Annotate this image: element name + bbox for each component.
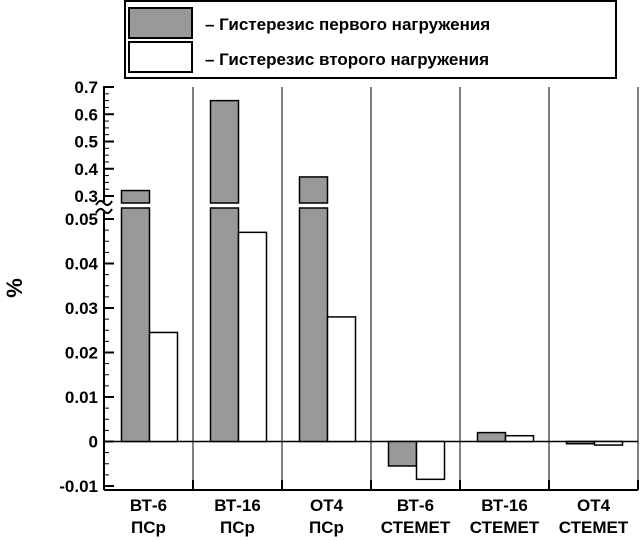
y-tick-label: 0.6 [74,105,98,124]
x-category-label: СТЕМЕТ [470,518,540,537]
x-category-label: ПСр [220,518,255,537]
y-tick-label: 0 [89,433,98,452]
y-tick-label: 0.02 [65,344,98,363]
y-tick-label: 0.7 [74,78,98,97]
x-category-label: ОТ4 [577,496,611,515]
x-category-label: ВТ-16 [481,496,528,515]
legend: – Гистерезис первого нагружения – Гистер… [124,0,617,79]
x-category-label: ВТ-6 [130,496,167,515]
bar-series-1 [120,189,151,204]
plot-area: -0.01 0 0.01 0.02 0.03 0.04 0.05 0.3 0.4 0.5 0.6 0.… [59,78,639,537]
bar-series-1 [209,207,240,443]
bar-series-2 [415,440,446,481]
x-category-label: СТЕМЕТ [559,518,629,537]
bar-series-1 [209,99,240,204]
bar-series-2 [148,331,179,443]
y-tick-label: 0.03 [65,299,98,318]
y-tick-label: 0.01 [65,388,98,407]
x-category-label: ВТ-6 [397,496,434,515]
y-tick-label: 0.5 [74,133,98,152]
legend-swatch-series-1 [128,7,193,39]
bar-series-1 [387,440,418,467]
bar-series-2 [504,434,535,443]
bar-series-2 [237,231,268,443]
y-tick-label: 0.05 [65,210,98,229]
legend-label-series-2: – Гистерезис второго нагружения [205,50,489,69]
bar-series-1 [565,440,596,445]
bar-series-2 [593,440,624,446]
bar-series-2 [326,316,357,443]
x-category-label: ПСр [131,518,166,537]
bar-series-1 [476,431,507,443]
x-category-label: ВТ-16 [214,496,261,515]
axis-break-mark [95,207,113,215]
y-tick-label: -0.01 [59,477,98,496]
bar-series-1 [120,207,151,443]
y-tick-label: 0.4 [74,160,98,179]
y-axis-label: % [2,278,27,298]
y-tick-label: 0.04 [65,255,99,274]
bar-series-1 [298,176,329,204]
y-tick-label: 0.3 [74,187,98,206]
legend-swatch-series-2 [128,41,193,73]
legend-box [124,0,617,79]
x-category-label: ПСр [309,518,344,537]
legend-label-series-1: – Гистерезис первого нагружения [205,15,490,34]
x-category-label: СТЕМЕТ [381,518,451,537]
bar-series-1 [298,207,329,443]
x-category-label: ОТ4 [310,496,344,515]
axis-break-mark [95,199,113,207]
